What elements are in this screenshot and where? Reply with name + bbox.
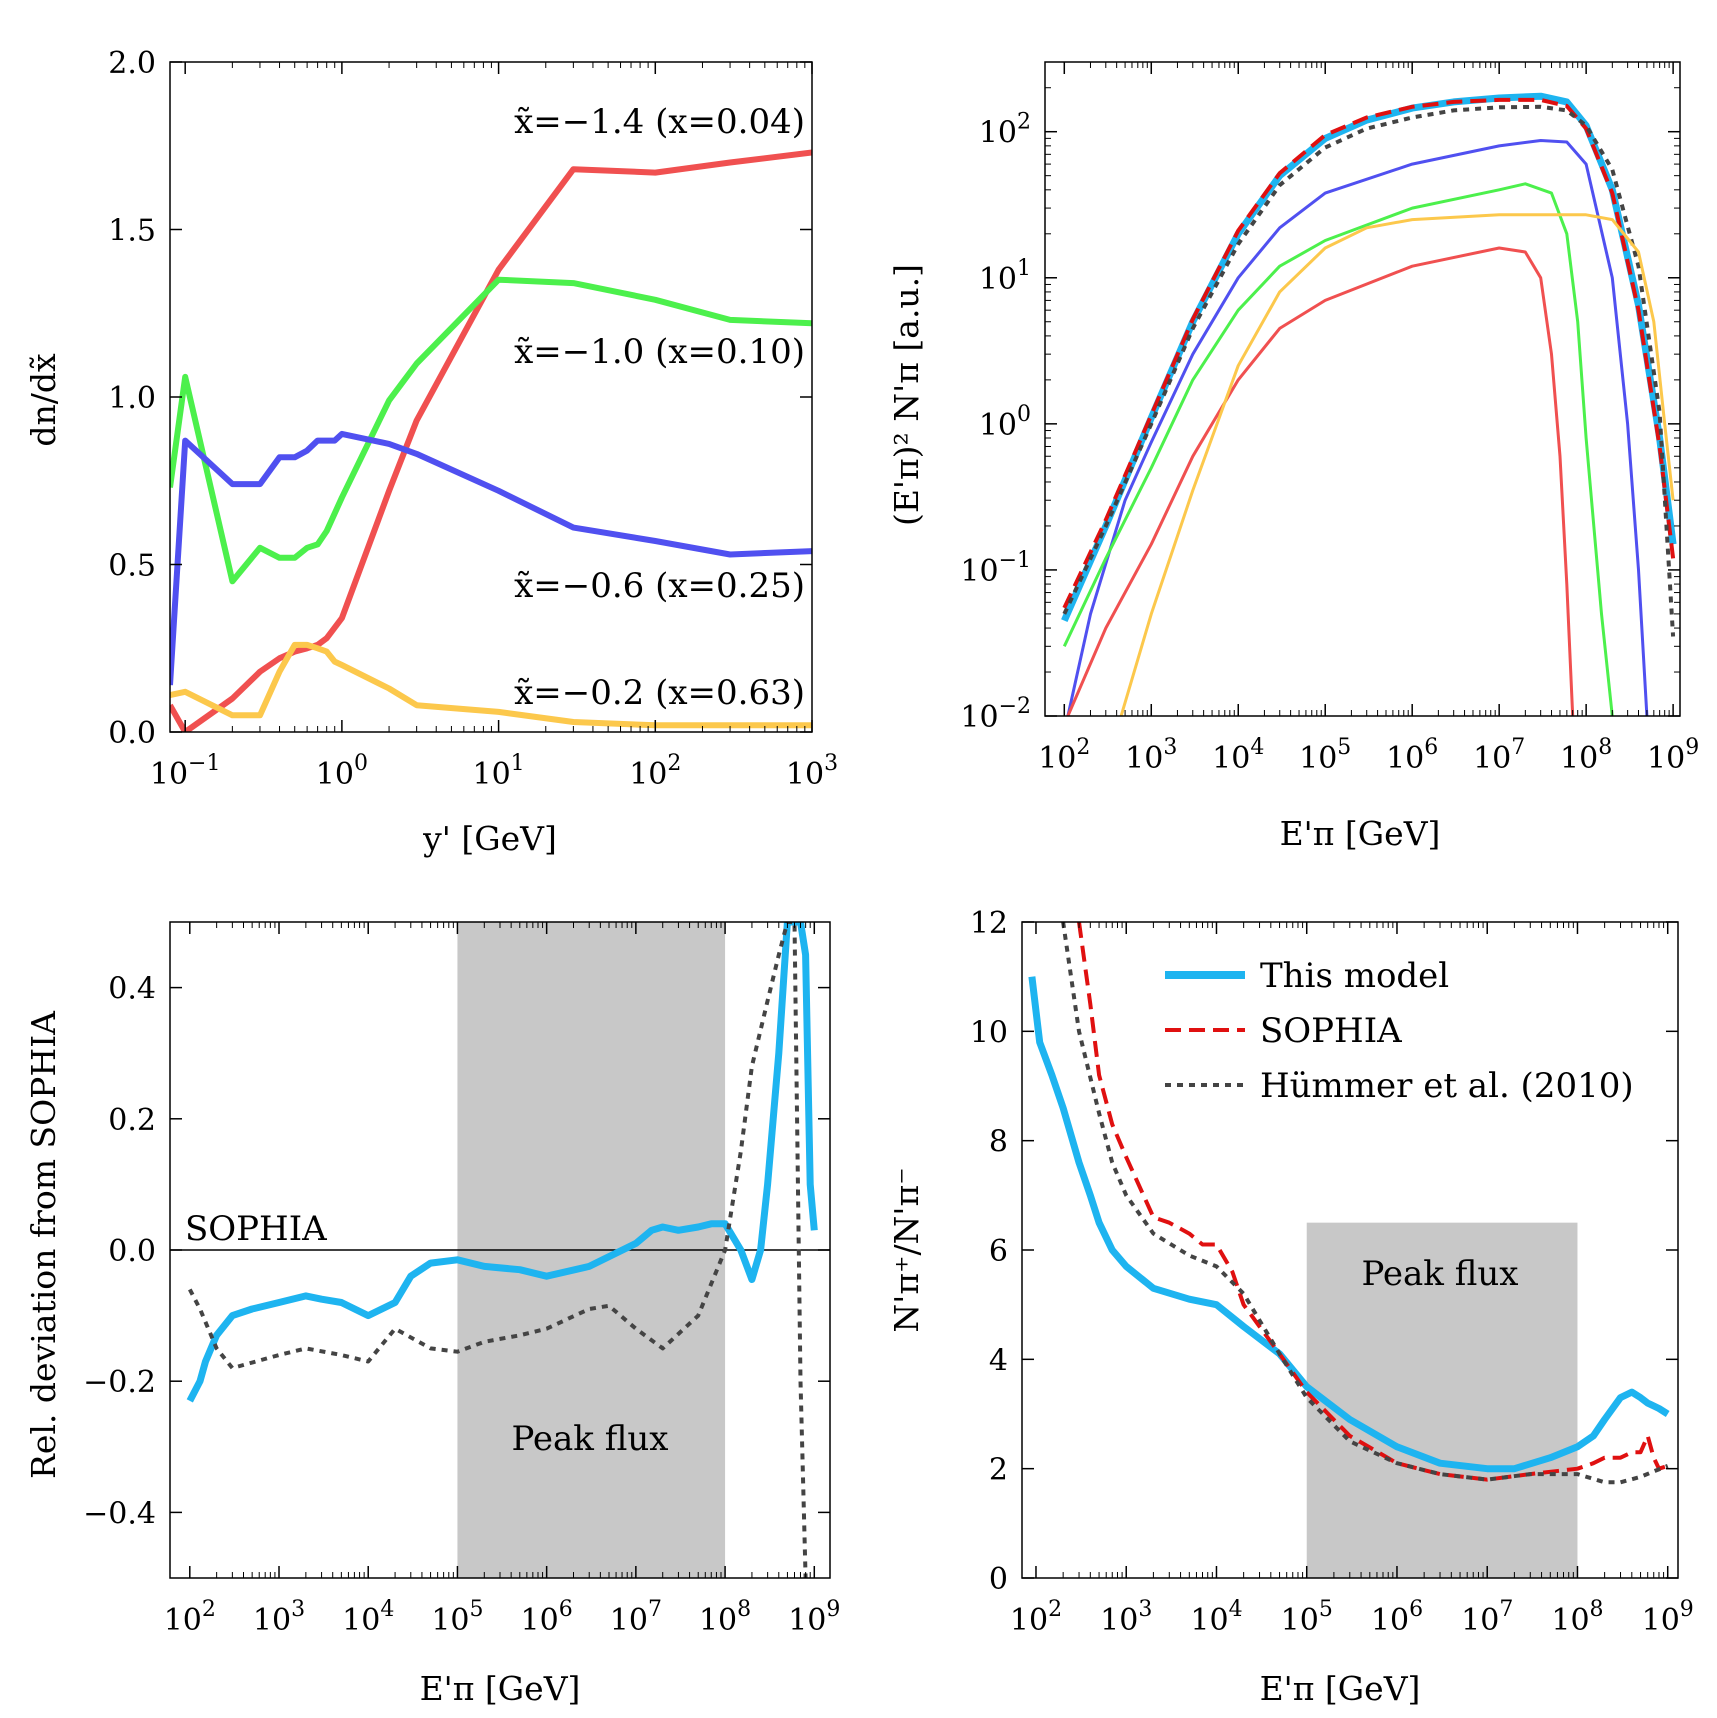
x-tick-label: 105 <box>431 1597 483 1638</box>
legend: This model SOPHIA Hümmer et al. (2010) <box>1165 956 1634 1106</box>
annotation-label: x̃=−1.4 (x=0.04) <box>514 102 805 142</box>
series-line-tr-4 <box>1062 182 1614 716</box>
y-tick-label: 12 <box>970 906 1008 941</box>
x-tick-label: 109 <box>1642 1597 1694 1638</box>
legend-label: This model <box>1260 956 1449 996</box>
panel-top-left: 10−1 100 101 102 103 0.0 0.5 1.0 1.5 2.0 <box>108 46 838 792</box>
annotation-label: x̃=−0.2 (x=0.63) <box>514 673 805 713</box>
y-tick-label: 101 <box>979 256 1031 297</box>
series-line-br-1 <box>1077 922 1669 1482</box>
series-line-tr-5 <box>1066 246 1575 716</box>
x-tick-label: 109 <box>1647 735 1699 776</box>
x-tick-label: 104 <box>342 1597 394 1638</box>
y-tick-label: 6 <box>989 1234 1008 1269</box>
series-line-br-2 <box>1061 922 1669 1485</box>
x-tick-label: 103 <box>1100 1597 1152 1638</box>
x-tick-label: 100 <box>316 751 368 792</box>
x-tick-label: 103 <box>1125 735 1177 776</box>
y-tick-label: 0.0 <box>108 716 156 751</box>
series-line-bl-1 <box>188 922 811 1578</box>
y-tick-label: 8 <box>989 1125 1008 1160</box>
y-axis-label: dn/dx̃ <box>24 353 63 447</box>
x-tick-label: 102 <box>1010 1597 1062 1638</box>
x-tick-label: 105 <box>1299 735 1351 776</box>
x-tick-label: 10−1 <box>150 751 221 792</box>
y-tick-label: 1.0 <box>108 381 156 416</box>
reference-label: SOPHIA <box>185 1209 327 1249</box>
y-tick-label: −0.4 <box>83 1496 156 1531</box>
series-line-tl-2 <box>170 430 812 686</box>
x-tick-label: 103 <box>786 751 838 792</box>
y-tick-label: 10−2 <box>960 694 1031 735</box>
peak-flux-region <box>1306 1222 1578 1578</box>
y-tick-label: 10−1 <box>960 548 1031 589</box>
x-tick-label: 109 <box>788 1597 840 1638</box>
x-tick-label: 101 <box>472 751 524 792</box>
x-tick-label: 107 <box>610 1597 662 1638</box>
x-axis-label: E'π [GeV] <box>420 1669 581 1708</box>
x-tick-label: 106 <box>1386 735 1438 776</box>
series-line-tr-2 <box>1062 104 1676 637</box>
series-line-tr-6 <box>1119 213 1675 716</box>
x-tick-label: 108 <box>1551 1597 1603 1638</box>
y-tick-label: 0 <box>989 1562 1008 1597</box>
series-line-tr-1 <box>1062 97 1676 609</box>
shaded-region-label: Peak flux <box>512 1419 669 1459</box>
x-tick-label: 103 <box>253 1597 305 1638</box>
series-line-tl-0 <box>170 149 812 732</box>
x-tick-label: 105 <box>1281 1597 1333 1638</box>
y-tick-label: 10 <box>970 1015 1008 1050</box>
x-tick-label: 102 <box>164 1597 216 1638</box>
series-line-bl-0 <box>186 922 818 1403</box>
y-tick-label: 0.5 <box>108 549 156 584</box>
y-tick-label: 102 <box>979 110 1031 151</box>
y-tick-label: 2 <box>989 1453 1008 1488</box>
x-tick-label: 104 <box>1190 1597 1242 1638</box>
x-axis-label: y' [GeV] <box>422 819 557 858</box>
annotation-label: x̃=−0.6 (x=0.25) <box>514 566 805 606</box>
x-tick-label: 108 <box>1560 735 1612 776</box>
series-line-tl-3 <box>170 641 812 729</box>
x-tick-label: 107 <box>1461 1597 1513 1638</box>
y-tick-label: 0.4 <box>108 972 156 1007</box>
series-line-tl-1 <box>170 276 812 585</box>
annotation-label: x̃=−1.0 (x=0.10) <box>514 332 805 372</box>
y-tick-label: 4 <box>989 1343 1008 1378</box>
y-tick-label: 0.2 <box>108 1103 156 1138</box>
y-tick-label: 100 <box>979 402 1031 443</box>
x-tick-label: 102 <box>1038 735 1090 776</box>
x-tick-label: 104 <box>1212 735 1264 776</box>
y-tick-label: 0.0 <box>108 1234 156 1269</box>
panel-bottom-left: 102 103 104 105 106 107 108 109 −0.4 −0.2 0.0 0.2 0.… <box>83 921 840 1638</box>
x-tick-label: 102 <box>629 751 681 792</box>
shaded-region-label: Peak flux <box>1362 1254 1519 1294</box>
series-line-br-0 <box>1028 976 1670 1473</box>
panel-bottom-right: 102 103 104 105 106 107 108 109 0 2 4 6 8 10 12 <box>970 906 1694 1638</box>
legend-label: Hümmer et al. (2010) <box>1260 1066 1634 1106</box>
y-axis-label: (E'π)² N'π [a.u.] <box>887 264 926 526</box>
x-tick-label: 106 <box>1371 1597 1423 1638</box>
panel-top-right: 102 103 104 105 106 107 108 109 10−2 10−1 100 101 10… <box>960 61 1699 776</box>
y-axis-label: N'π⁺/N'π⁻ <box>887 1167 926 1332</box>
plot-frame <box>1044 61 1681 717</box>
y-axis-label: Rel. deviation from SOPHIA <box>24 1010 63 1479</box>
y-tick-label: 2.0 <box>108 46 156 81</box>
x-axis-label: E'π [GeV] <box>1260 1669 1421 1708</box>
x-axis-label: E'π [GeV] <box>1280 814 1441 853</box>
x-tick-label: 106 <box>521 1597 573 1638</box>
x-tick-label: 107 <box>1473 735 1525 776</box>
x-tick-label: 108 <box>699 1597 751 1638</box>
y-tick-label: −0.2 <box>83 1365 156 1400</box>
y-tick-label: 1.5 <box>108 214 156 249</box>
legend-label: SOPHIA <box>1260 1011 1402 1051</box>
series-line-tr-3 <box>1066 139 1649 716</box>
